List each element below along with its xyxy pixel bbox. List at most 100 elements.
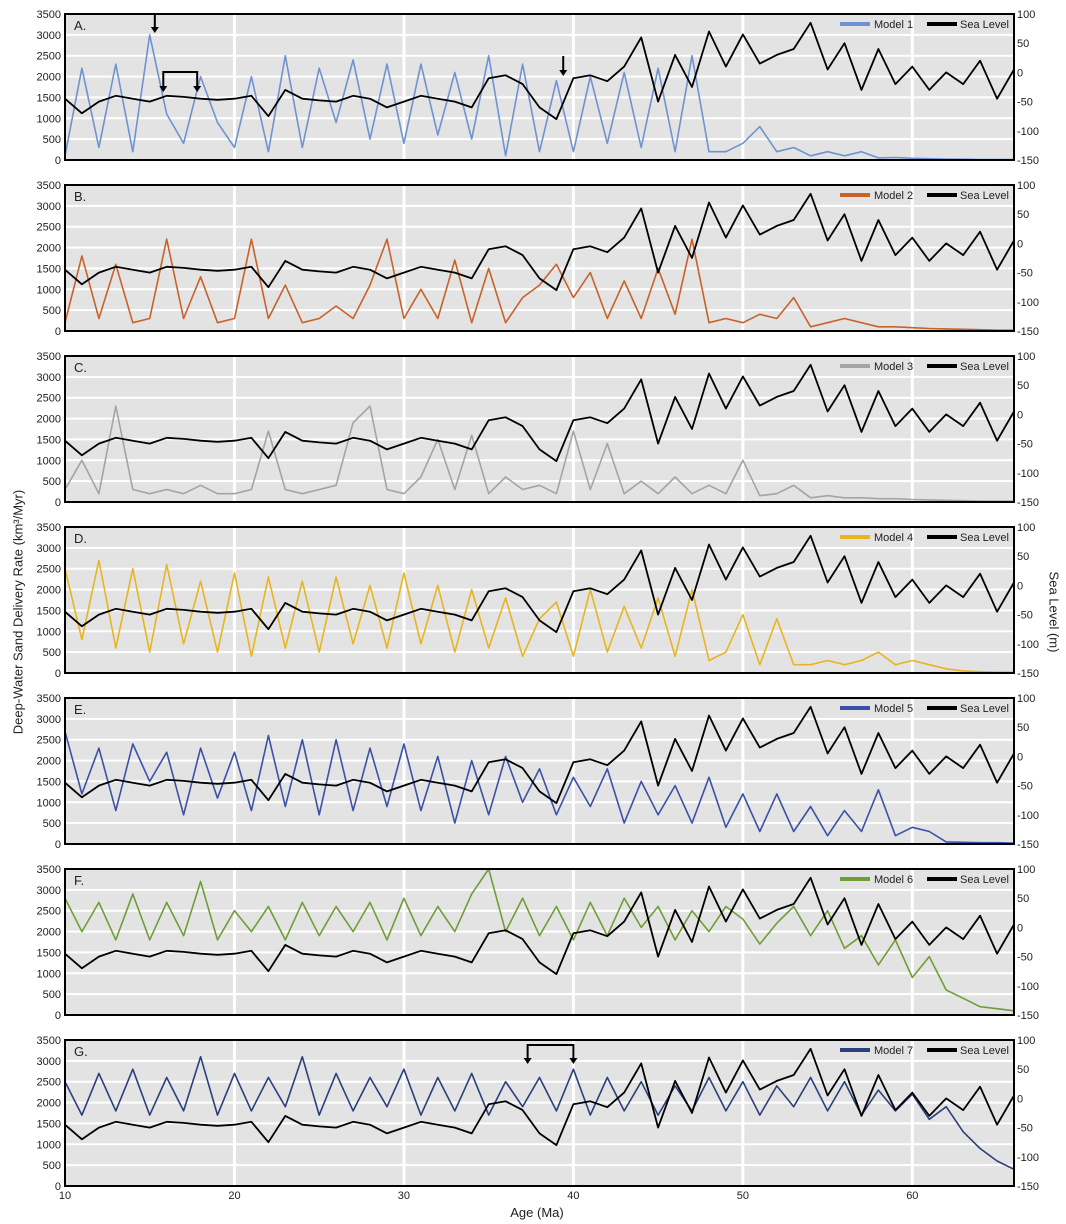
y-left-tick-label: 3500 — [37, 864, 61, 876]
legend-label-sea-level: Sea Level — [960, 1045, 1009, 1057]
panel-frame — [64, 1039, 1015, 1187]
y-left-tick-label: 2000 — [37, 243, 61, 255]
y-left-tick-label: 0 — [55, 155, 61, 167]
panel-5: 0 500 1000 1500 2000 2500 3000 3500 -150 -100 -50 0… — [37, 693, 1040, 851]
y-left-tick-label: 0 — [55, 1010, 61, 1022]
y-right-tick-label: 50 — [1017, 551, 1029, 563]
y-right-tick-label: 100 — [1017, 9, 1035, 21]
y-left-tick-label: 1000 — [37, 455, 61, 467]
legend-label-model: Model 4 — [874, 532, 913, 544]
y-right-tick-label: 0 — [1017, 67, 1023, 79]
y-right-tick-label: -150 — [1017, 1010, 1039, 1022]
panel-1: 0 500 1000 1500 2000 2500 3000 3500 -150 -100 -50 0… — [37, 9, 1040, 167]
panel-7: 0 500 1000 1500 2000 2500 3000 3500 -150 -100 -50 0… — [37, 1035, 1040, 1193]
y-right-tick-label: 100 — [1017, 180, 1035, 192]
panel-background — [65, 356, 1014, 502]
series-line-sea-level — [64, 21, 1015, 120]
legend-label-sea-level: Sea Level — [960, 190, 1009, 202]
panel-label: B. — [74, 189, 86, 204]
y-left-tick-label: 1000 — [37, 968, 61, 980]
y-left-tick-label: 3000 — [37, 372, 61, 384]
y-left-tick-label: 2500 — [37, 564, 61, 576]
y-right-tick-label: -100 — [1017, 468, 1039, 480]
y-right-tick-label: 0 — [1017, 1093, 1023, 1105]
annotation-bracket-arrow — [523, 1058, 532, 1064]
legend-label-model: Model 1 — [874, 19, 913, 31]
legend-label-sea-level: Sea Level — [960, 703, 1009, 715]
series-line-model-2 — [64, 238, 1014, 332]
y-left-tick-label: 500 — [43, 989, 61, 1001]
x-axis-title: Age (Ma) — [510, 1205, 564, 1220]
series-line-model-4 — [64, 559, 1014, 674]
legend-swatch-sea-level — [927, 706, 957, 710]
legend-swatch-model — [840, 22, 870, 26]
y-left-tick-label: 2000 — [37, 756, 61, 768]
y-right-tick-label: -100 — [1017, 297, 1039, 309]
panel-frame — [64, 697, 1015, 845]
y-left-tick-label: 3500 — [37, 522, 61, 534]
y-left-tick-label: 1500 — [37, 92, 61, 104]
y-right-tick-label: -50 — [1017, 439, 1033, 451]
y-right-tick-label: 0 — [1017, 409, 1023, 421]
y-right-tick-label: -150 — [1017, 155, 1039, 167]
y-left-tick-label: 1000 — [37, 797, 61, 809]
y-left-tick-label: 1500 — [37, 1118, 61, 1130]
y-left-tick-label: 500 — [43, 134, 61, 146]
legend-label-model: Model 7 — [874, 1045, 913, 1057]
panel-frame — [64, 868, 1015, 1016]
y-right-tick-label: -100 — [1017, 1152, 1039, 1164]
y-left-tick-label: 3000 — [37, 543, 61, 555]
legend-swatch-sea-level — [927, 22, 957, 26]
y-left-tick-label: 2500 — [37, 735, 61, 747]
legend-swatch-sea-level — [927, 193, 957, 197]
y-left-tick-label: 2000 — [37, 1098, 61, 1110]
y-left-tick-label: 2000 — [37, 72, 61, 84]
y-right-tick-label: -100 — [1017, 810, 1039, 822]
panel-label: E. — [74, 702, 86, 717]
legend-swatch-model — [840, 193, 870, 197]
y-right-tick-label: 0 — [1017, 238, 1023, 250]
legend-swatch-model — [840, 1048, 870, 1052]
legend-swatch-model — [840, 535, 870, 539]
series-line-sea-level — [64, 1047, 1015, 1146]
y-left-tick-label: 2500 — [37, 1077, 61, 1089]
y-left-tick-label: 500 — [43, 305, 61, 317]
legend-swatch-sea-level — [927, 877, 957, 881]
y-right-tick-label: -150 — [1017, 497, 1039, 509]
y-axis-left-title: Deep-Water Sand Delivery Rate (km³/Myr) — [10, 489, 26, 735]
annotation-arrow-head — [559, 70, 568, 76]
panel-background — [65, 869, 1014, 1015]
y-right-tick-label: 50 — [1017, 38, 1029, 50]
panel-background — [65, 527, 1014, 673]
y-left-tick-label: 1000 — [37, 284, 61, 296]
y-left-tick-label: 1000 — [37, 113, 61, 125]
series-line-sea-level — [64, 192, 1015, 292]
panel-frame — [64, 184, 1015, 332]
annotation-bracket-arrow — [159, 86, 168, 92]
legend-label-model: Model 5 — [874, 703, 913, 715]
x-tick-label: 20 — [228, 1190, 240, 1202]
legend-label-sea-level: Sea Level — [960, 361, 1009, 373]
y-right-tick-label: -150 — [1017, 326, 1039, 338]
y-left-tick-label: 500 — [43, 818, 61, 830]
y-right-tick-label: 50 — [1017, 209, 1029, 221]
y-left-tick-label: 3000 — [37, 885, 61, 897]
y-right-tick-label: -50 — [1017, 97, 1033, 109]
y-left-tick-label: 3000 — [37, 201, 61, 213]
y-left-tick-label: 2500 — [37, 906, 61, 918]
y-left-tick-label: 0 — [55, 497, 61, 509]
y-left-tick-label: 0 — [55, 326, 61, 338]
series-line-model-6 — [64, 868, 1015, 1012]
y-right-tick-label: -50 — [1017, 610, 1033, 622]
y-right-tick-label: -100 — [1017, 126, 1039, 138]
y-right-tick-label: 100 — [1017, 351, 1035, 363]
y-right-tick-label: 0 — [1017, 922, 1023, 934]
y-right-tick-label: -50 — [1017, 268, 1033, 280]
panel-2: 0 500 1000 1500 2000 2500 3000 3500 -150 -100 -50 0… — [37, 180, 1040, 338]
legend-label-model: Model 6 — [874, 874, 913, 886]
y-right-tick-label: -50 — [1017, 1123, 1033, 1135]
y-right-tick-label: -50 — [1017, 952, 1033, 964]
y-left-tick-label: 0 — [55, 839, 61, 851]
annotation-bracket — [526, 1044, 575, 1059]
